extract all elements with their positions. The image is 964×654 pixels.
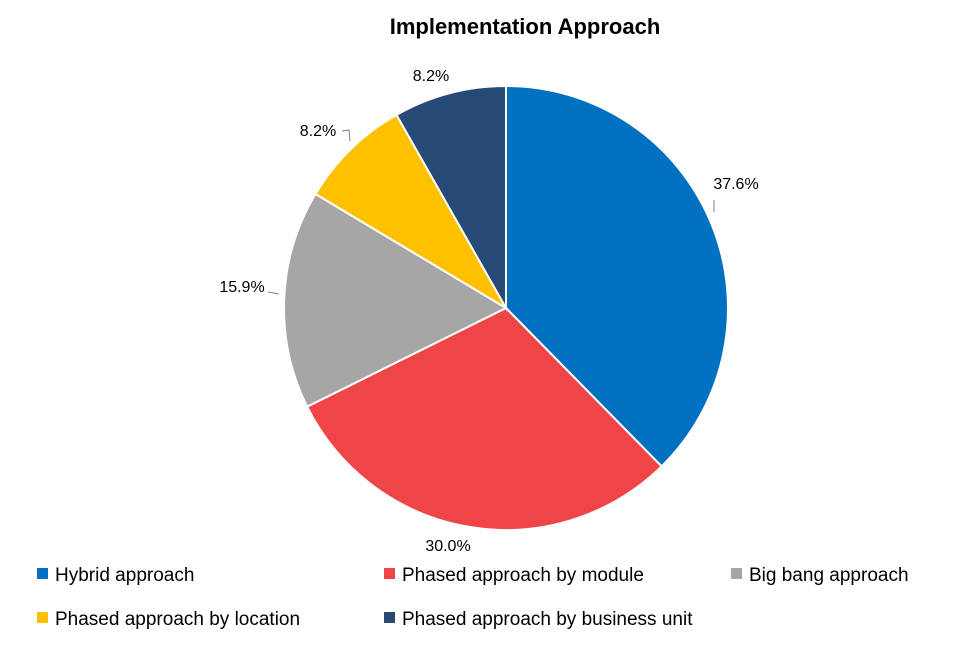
data-label-phased-approach-by-module: 30.0% <box>425 538 470 555</box>
legend-swatch <box>384 612 395 623</box>
label-leader-lines <box>267 129 715 295</box>
legend-item-big-bang-approach: Big bang approach <box>731 565 909 586</box>
leader-line-phased-approach-by-location <box>341 129 351 142</box>
data-label-phased-approach-by-business-unit: 8.2% <box>413 68 449 85</box>
pie-slice-hybrid-approach <box>505 84 729 468</box>
data-label-big-bang-approach: 15.9% <box>219 279 264 296</box>
legend: Hybrid approach Phased approach by module… <box>37 565 909 630</box>
pie-slice-phased-approach-by-location <box>314 113 509 311</box>
legend-label: Big bang approach <box>749 565 909 586</box>
legend-item-hybrid-approach: Hybrid approach <box>37 565 194 586</box>
legend-swatch <box>384 568 395 579</box>
data-label-hybrid-approach: 37.6% <box>713 176 758 193</box>
data-labels: 37.6% 30.0% 15.9% 8.2% 8.2% <box>219 68 758 555</box>
pie-slice-big-bang-approach <box>283 192 509 409</box>
legend-label: Phased approach by location <box>55 609 300 630</box>
chart-title: Implementation Approach <box>390 14 661 39</box>
legend-label: Phased approach by business unit <box>402 609 693 630</box>
pie-slice-phased-approach-by-business-unit <box>395 84 507 312</box>
leader-line-big-bang-approach <box>267 291 280 295</box>
data-label-phased-approach-by-location: 8.2% <box>300 123 336 140</box>
legend-swatch <box>37 612 48 623</box>
legend-item-phased-approach-by-module: Phased approach by module <box>384 565 644 586</box>
legend-label: Phased approach by module <box>402 565 644 586</box>
legend-item-phased-approach-by-location: Phased approach by location <box>37 609 300 630</box>
legend-swatch <box>731 568 742 579</box>
pie-slices <box>283 84 729 531</box>
legend-item-phased-approach-by-business-unit: Phased approach by business unit <box>384 609 693 630</box>
legend-label: Hybrid approach <box>55 565 194 586</box>
legend-swatch <box>37 568 48 579</box>
